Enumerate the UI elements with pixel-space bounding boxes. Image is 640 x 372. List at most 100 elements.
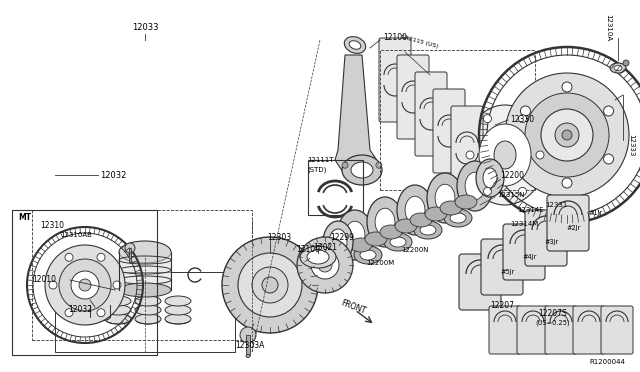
Circle shape — [240, 327, 256, 343]
Circle shape — [321, 236, 329, 244]
Ellipse shape — [395, 219, 417, 233]
Text: 12200M: 12200M — [366, 260, 394, 266]
Ellipse shape — [75, 305, 101, 315]
Text: 12310A: 12310A — [605, 15, 611, 42]
Ellipse shape — [342, 155, 382, 185]
Circle shape — [520, 106, 531, 116]
Circle shape — [45, 245, 125, 325]
Ellipse shape — [329, 229, 347, 255]
Text: 12310AB: 12310AB — [60, 232, 92, 238]
Circle shape — [562, 82, 572, 92]
Circle shape — [97, 253, 105, 261]
FancyBboxPatch shape — [573, 306, 605, 354]
Text: #3Jr: #3Jr — [544, 239, 558, 245]
Circle shape — [466, 151, 474, 159]
Ellipse shape — [435, 184, 455, 212]
Circle shape — [555, 123, 579, 147]
Circle shape — [318, 258, 332, 272]
Bar — [129, 248, 131, 262]
Ellipse shape — [165, 305, 191, 315]
Circle shape — [520, 154, 531, 164]
FancyBboxPatch shape — [451, 106, 483, 190]
Circle shape — [541, 109, 593, 161]
Ellipse shape — [367, 197, 403, 247]
Ellipse shape — [119, 241, 171, 263]
Ellipse shape — [345, 221, 365, 249]
Text: 12330: 12330 — [510, 115, 534, 125]
Bar — [32, 210, 252, 340]
Ellipse shape — [410, 213, 432, 227]
Ellipse shape — [323, 221, 353, 263]
Ellipse shape — [420, 225, 436, 235]
Ellipse shape — [494, 141, 516, 169]
Ellipse shape — [610, 63, 626, 73]
Ellipse shape — [354, 246, 382, 264]
Ellipse shape — [119, 283, 171, 297]
FancyBboxPatch shape — [503, 224, 545, 280]
FancyBboxPatch shape — [459, 254, 501, 310]
Text: 12207S: 12207S — [538, 310, 567, 318]
Text: 12207: 12207 — [490, 301, 514, 310]
Text: #5Jr: #5Jr — [500, 269, 515, 275]
Ellipse shape — [165, 296, 191, 306]
Circle shape — [297, 237, 353, 293]
Text: 12109: 12109 — [296, 246, 320, 254]
Ellipse shape — [350, 238, 372, 252]
FancyBboxPatch shape — [481, 239, 523, 295]
Circle shape — [125, 243, 135, 253]
Ellipse shape — [450, 213, 466, 223]
Text: 12303: 12303 — [267, 232, 291, 241]
FancyBboxPatch shape — [601, 306, 633, 354]
Circle shape — [222, 237, 318, 333]
Text: 12032: 12032 — [100, 170, 126, 180]
Ellipse shape — [90, 313, 110, 321]
Text: 12200N: 12200N — [401, 247, 429, 253]
Text: #4Jr: #4Jr — [522, 254, 536, 260]
Ellipse shape — [360, 250, 376, 260]
FancyBboxPatch shape — [379, 38, 411, 122]
Circle shape — [483, 187, 492, 195]
Ellipse shape — [300, 246, 336, 268]
Text: 12333: 12333 — [628, 134, 634, 156]
Circle shape — [376, 162, 382, 168]
Ellipse shape — [349, 41, 361, 49]
FancyBboxPatch shape — [415, 72, 447, 156]
Circle shape — [59, 259, 111, 311]
Polygon shape — [335, 55, 380, 180]
Text: 12331: 12331 — [545, 202, 568, 208]
Ellipse shape — [307, 250, 329, 264]
Text: 12310: 12310 — [40, 221, 64, 230]
Text: 12299: 12299 — [330, 234, 354, 243]
Ellipse shape — [135, 296, 161, 306]
Text: 12010: 12010 — [32, 276, 56, 285]
Bar — [12, 210, 157, 355]
Text: 12100: 12100 — [383, 33, 407, 42]
Text: 12303A: 12303A — [235, 340, 264, 350]
Text: SR2115 (US): SR2115 (US) — [400, 35, 439, 49]
Ellipse shape — [397, 185, 433, 235]
Bar — [308, 160, 363, 215]
FancyBboxPatch shape — [517, 306, 549, 354]
Ellipse shape — [344, 36, 365, 54]
Text: 13021: 13021 — [313, 243, 337, 251]
Text: 12315N: 12315N — [497, 192, 525, 198]
Circle shape — [623, 60, 629, 66]
Ellipse shape — [444, 209, 472, 227]
Ellipse shape — [165, 314, 191, 324]
Text: (STD): (STD) — [307, 167, 326, 173]
Circle shape — [252, 267, 288, 303]
Ellipse shape — [464, 105, 546, 205]
Bar — [380, 50, 535, 190]
Ellipse shape — [337, 210, 373, 260]
Circle shape — [342, 162, 348, 168]
Ellipse shape — [246, 355, 250, 357]
Text: 12314M: 12314M — [510, 221, 538, 227]
Circle shape — [518, 115, 527, 123]
FancyBboxPatch shape — [433, 89, 465, 173]
Ellipse shape — [465, 172, 485, 200]
Ellipse shape — [380, 225, 402, 239]
Circle shape — [505, 73, 629, 197]
Text: 12200: 12200 — [500, 170, 524, 180]
Text: 12111T: 12111T — [307, 157, 333, 163]
Circle shape — [525, 93, 609, 177]
